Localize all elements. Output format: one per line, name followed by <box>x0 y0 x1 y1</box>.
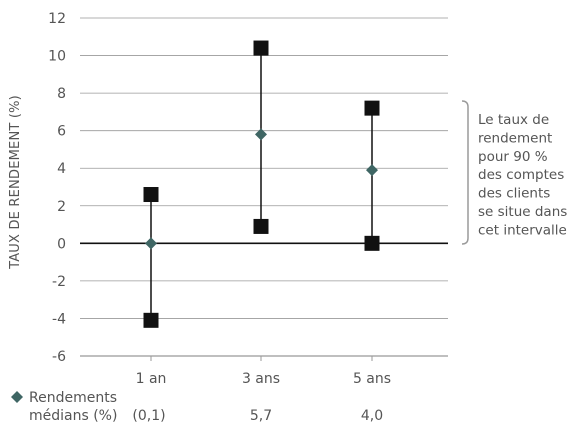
interval-lines <box>150 48 373 321</box>
y-tick-label: 8 <box>57 86 66 102</box>
median-label-2: 5,7 <box>250 408 272 424</box>
median-legend: Rendements médians (%) <box>11 390 117 424</box>
x-axis-ticks: 1 an 3 ans 5 ans <box>136 371 391 387</box>
annotation-line: cet intervalle <box>478 222 567 238</box>
legend-line-2: médians (%) <box>29 408 117 424</box>
x-tick-label: 1 an <box>136 371 167 387</box>
low-marker-3 <box>364 235 380 251</box>
annotation-line: pour 90 % <box>478 149 548 165</box>
annotation-text: Le taux de rendement pour 90 % des comptes d… <box>478 112 567 238</box>
annotation-line: rendement <box>478 130 552 146</box>
y-axis-ticks: 12 10 8 6 4 2 0 -2 -4 -6 <box>48 11 66 365</box>
high-marker-2 <box>253 40 269 56</box>
data-markers <box>143 40 380 328</box>
y-tick-label: -6 <box>52 349 66 365</box>
median-value-labels: (0,1) 5,7 4,0 <box>132 408 383 424</box>
y-tick-label: -2 <box>52 274 66 290</box>
annotation-line: des clients <box>478 186 550 202</box>
gridlines <box>80 17 448 361</box>
high-marker-1 <box>143 187 159 203</box>
median-marker-1 <box>145 237 157 250</box>
y-tick-label: 2 <box>57 199 66 215</box>
high-marker-3 <box>364 100 380 116</box>
interval-annotation: Le taux de rendement pour 90 % des comptes d… <box>461 100 567 245</box>
median-label-3: 4,0 <box>361 408 383 424</box>
annotation-line: des comptes <box>478 167 564 183</box>
y-axis-label: TAUX DE RENDEMENT (%) <box>8 95 23 270</box>
low-marker-2 <box>253 218 269 234</box>
low-marker-1 <box>143 312 159 328</box>
y-tick-label: 6 <box>57 124 66 140</box>
legend-diamond-icon <box>11 391 23 403</box>
median-marker-2 <box>255 128 267 141</box>
x-tick-label: 3 ans <box>242 371 280 387</box>
x-tick-label: 5 ans <box>353 371 391 387</box>
annotation-line: se situe dans <box>478 204 567 220</box>
y-tick-label: -4 <box>52 311 66 327</box>
y-tick-label: 12 <box>48 11 66 27</box>
y-tick-label: 4 <box>57 161 66 177</box>
annotation-bracket <box>461 100 469 245</box>
y-tick-label: 10 <box>48 49 66 65</box>
median-label-1: (0,1) <box>132 408 165 424</box>
annotation-line: Le taux de <box>478 112 549 128</box>
y-tick-label: 0 <box>57 236 66 252</box>
median-marker-3 <box>366 164 378 177</box>
legend-line-1: Rendements <box>29 390 117 406</box>
